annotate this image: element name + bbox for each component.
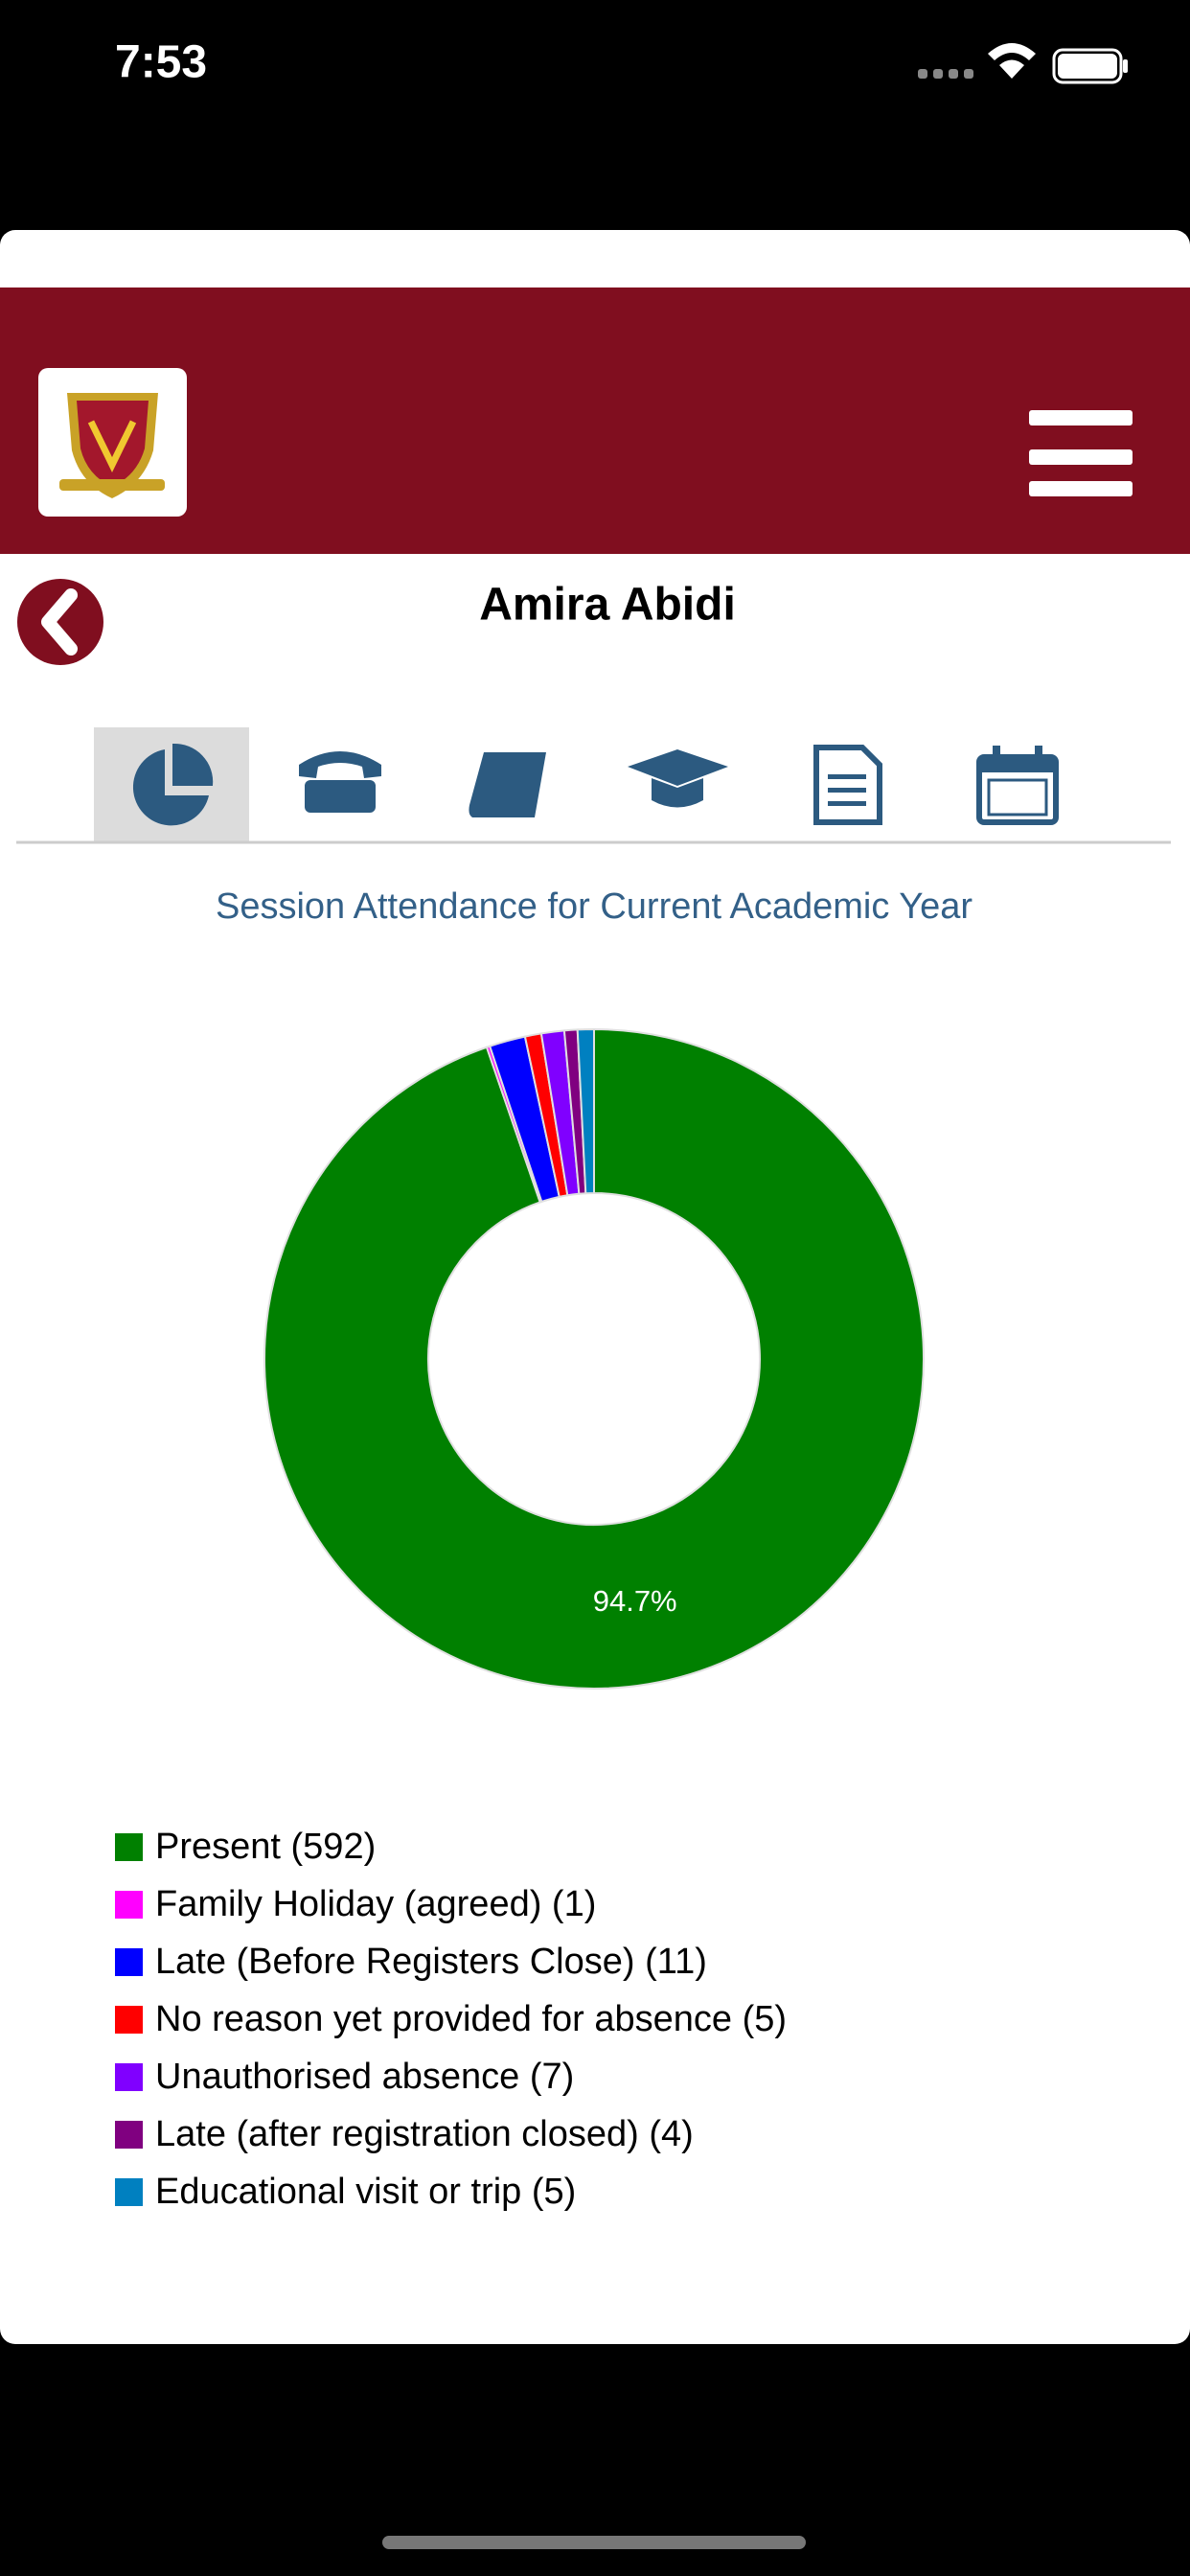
tab-document[interactable] — [813, 745, 882, 825]
header-bar — [0, 288, 1190, 554]
chart-title: Session Attendance for Current Academic … — [216, 886, 973, 927]
tab-phone[interactable] — [299, 751, 381, 813]
legend-label: Late (after registration closed) (4) — [155, 2114, 694, 2154]
legend-swatch — [115, 1948, 143, 1976]
signal — [918, 69, 973, 79]
tab-pie[interactable] — [132, 743, 214, 826]
home-indicator — [382, 2536, 806, 2549]
slice-label: 94.7% — [593, 1584, 677, 1618]
legend-swatch — [115, 2121, 143, 2149]
legend-swatch — [115, 1891, 143, 1919]
logo — [59, 393, 165, 498]
legend-label: Present (592) — [155, 1827, 376, 1867]
status-time: 7:53 — [115, 37, 207, 88]
legend-swatch — [115, 2006, 143, 2034]
back-button[interactable] — [17, 579, 103, 665]
battery-level — [1058, 54, 1117, 79]
legend: Present (592) Family Holiday (agreed) (1)… — [115, 1827, 787, 2212]
donut-slice — [263, 1027, 926, 1690]
legend-label: No reason yet provided for absence (5) — [155, 1999, 787, 2039]
student-name: Amira Abidi — [479, 580, 736, 631]
tab-cap[interactable] — [628, 749, 728, 808]
legend-swatch — [115, 2178, 143, 2206]
legend-label: Educational visit or trip (5) — [155, 2172, 576, 2212]
legend-label: Late (Before Registers Close) (11) — [155, 1942, 707, 1982]
donut: 94.7% — [263, 1027, 926, 1690]
legend-label: Family Holiday (agreed) (1) — [155, 1884, 596, 1924]
tab-book[interactable] — [469, 752, 546, 817]
donut-slice — [576, 1027, 595, 1195]
legend-label: Unauthorised absence (7) — [155, 2057, 574, 2097]
legend-swatch — [115, 1833, 143, 1861]
tab-calendar[interactable] — [976, 746, 1059, 825]
card — [0, 230, 1190, 2344]
menu-button[interactable] — [1029, 410, 1133, 496]
legend-swatch — [115, 2063, 143, 2091]
battery — [1052, 48, 1123, 84]
battery-tip — [1123, 59, 1128, 73]
tab-icons — [132, 743, 1059, 826]
wifi-icon — [988, 43, 1036, 79]
